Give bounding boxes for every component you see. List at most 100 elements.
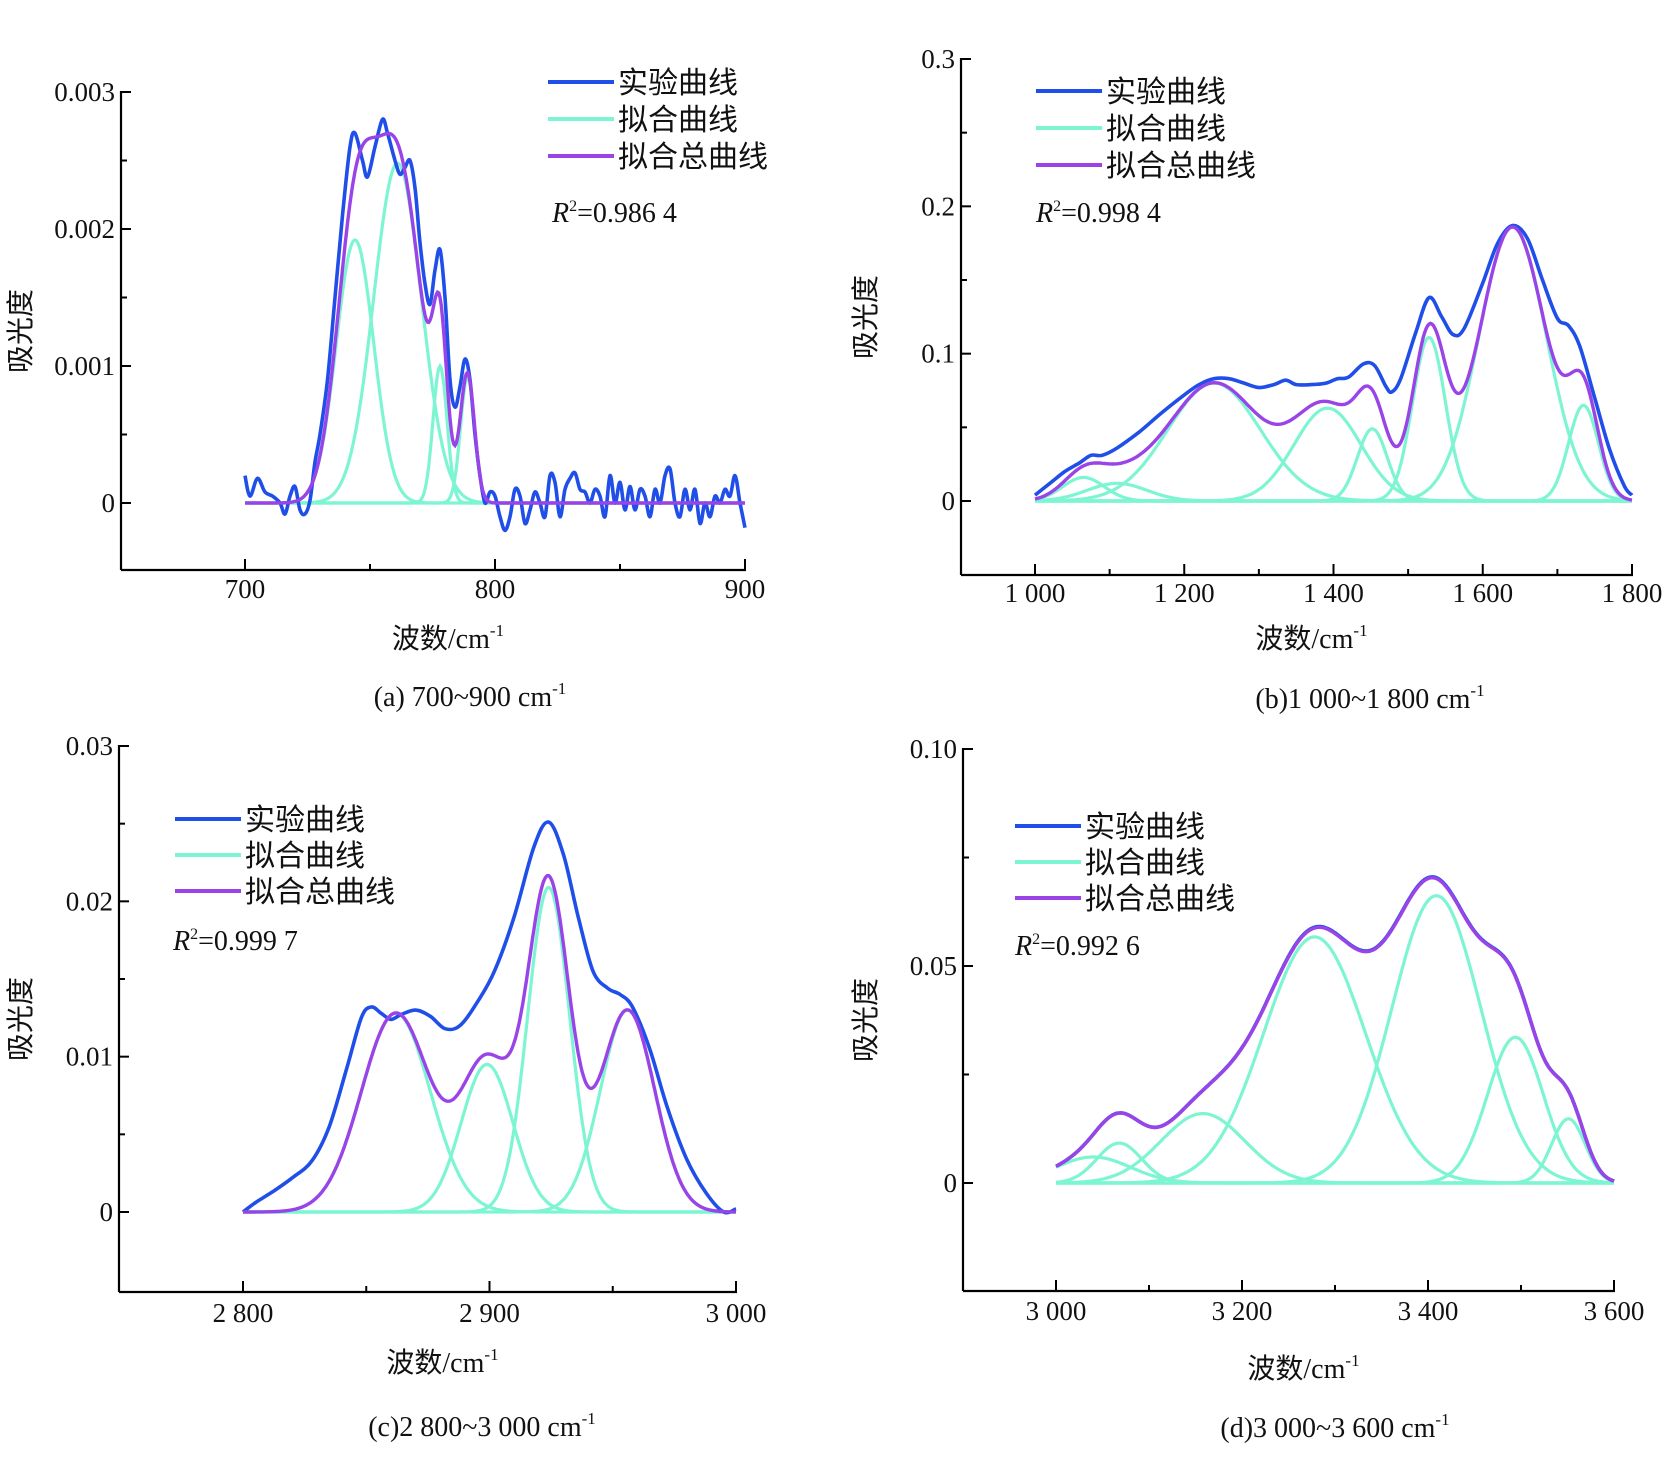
legend-label: 拟合总曲线 [1085,883,1235,916]
x-tick-label: 2 900 [459,1298,520,1328]
y-tick-label: 0 [100,1197,114,1227]
x-tick-label: 1 400 [1303,578,1364,608]
legend-experimental: 实验曲线 [1036,76,1226,109]
x-tick-label: 3 600 [1584,1296,1645,1326]
panel-caption: (a) 700~900 cm-1 [374,679,567,713]
r2-value: =0.992 6 [1040,931,1140,962]
x-tick-label: 800 [475,574,516,604]
fit-curve-3 [1035,406,1632,503]
x-axis-title-text: 波数/cm [386,1347,484,1379]
x-axis-title-sup: -1 [490,621,504,640]
y-tick-label: 0.003 [54,77,115,107]
legend-label: 实验曲线 [618,67,738,100]
total-fit-curve [1034,225,1633,502]
x-tick-label: 1 200 [1154,578,1215,608]
r-squared-annotation: R2=0.992 6 [1014,931,1140,962]
fit-curve-1 [243,1011,736,1214]
y-axis-title: 吸光度 [5,977,37,1061]
panel-caption: (b)1 000~1 800 cm-1 [1255,681,1484,715]
r2-symbol: R [1035,198,1053,229]
panel-caption: (d)3 000~3 600 cm-1 [1220,1410,1449,1444]
legend-label: 实验曲线 [1085,811,1205,844]
r2-exponent: 2 [1032,931,1040,948]
r2-value: =0.999 7 [198,926,298,957]
r2-symbol: R [172,926,190,957]
chart-panel-d: 00.050.103 000 3 200 3 400 3 600波数/cm-1吸光度(… [850,734,1644,1444]
x-axis-title-text: 波数/cm [1247,1353,1345,1385]
r2-value: =0.998 4 [1061,198,1161,229]
fit-curve-7 [1055,1155,1614,1185]
fit-curve-7 [1035,403,1633,503]
legend-label: 拟合总曲线 [618,141,768,174]
legend-label: 拟合总曲线 [245,876,395,909]
fit-curve-4 [243,1008,736,1214]
fit-curve-1 [245,238,745,505]
total-fit-curve [1055,876,1615,1183]
chart-panel-c: 00.010.020.032 800 2 900 3 000波数/cm-1吸光度(c… [5,731,766,1443]
fit-curve-5 [1035,335,1632,503]
fit-curve-4 [1035,427,1632,503]
x-tick-label: 700 [225,574,266,604]
y-tick-label: 0.3 [921,44,955,74]
y-axis-title: 吸光度 [850,978,882,1062]
y-tick-label: 0.10 [910,734,957,764]
x-tick-label: 1 800 [1602,578,1663,608]
x-tick-label: 2 800 [213,1298,274,1328]
fit-curve-6 [1035,225,1633,503]
y-axis-title: 吸光度 [850,275,882,359]
experimental-curve [243,117,747,533]
caption-text: (d)3 000~3 600 cm [1220,1413,1435,1444]
legend-experimental: 实验曲线 [175,804,365,837]
legend-fit: 拟合曲线 [548,104,738,137]
x-tick-label: 900 [725,574,766,604]
fit-curve-8 [1034,481,1632,503]
x-tick-label: 3 200 [1212,1296,1273,1326]
caption-sup: -1 [552,679,566,698]
chart-panel-b: 0 0.1 0.2 0.3 1 000 1 200 1 400 1 600 1 800 波数/cm… [850,44,1662,715]
legend-fit: 拟合曲线 [1015,847,1205,880]
legend-experimental: 实验曲线 [548,67,738,100]
r-squared-annotation: R2=0.998 4 [1035,198,1161,229]
experimental-curve [1055,875,1615,1183]
x-tick-label: 1 000 [1005,578,1066,608]
legend-label: 拟合曲线 [1085,847,1205,880]
x-tick-label: 1 600 [1452,578,1513,608]
x-axis-title-text: 波数/cm [1255,623,1353,655]
y-tick-label: 0.002 [54,214,115,244]
legend-total-fit: 拟合总曲线 [1036,150,1256,183]
legend-label: 拟合曲线 [245,840,365,873]
legend-fit: 拟合曲线 [1036,113,1226,146]
y-tick-label: 0 [942,486,956,516]
caption-sup: -1 [1435,1410,1449,1429]
legend-label: 拟合曲线 [1106,113,1226,146]
caption-text: (a) 700~900 cm [374,682,553,713]
y-tick-label: 0.05 [910,951,957,981]
r2-exponent: 2 [569,198,577,215]
caption-sup: -1 [582,1409,596,1428]
x-axis-title: 波数/cm-1 [392,621,504,655]
x-tick-label: 3 400 [1398,1296,1459,1326]
r-squared-annotation: R2=0.986 4 [551,198,677,229]
panel-caption: (c)2 800~3 000 cm-1 [368,1409,596,1443]
r-squared-annotation: R2=0.999 7 [172,926,298,957]
x-axis-title-sup: -1 [1345,1351,1359,1370]
legend-label: 拟合曲线 [618,104,738,137]
x-axis-title: 波数/cm-1 [1247,1351,1359,1385]
y-tick-label: 0.01 [66,1042,113,1072]
legend-total-fit: 拟合总曲线 [175,876,395,909]
x-axis-title-sup: -1 [1353,621,1367,640]
x-axis-title-sup: -1 [484,1345,498,1364]
legend-fit: 拟合曲线 [175,840,365,873]
y-tick-label: 0.03 [66,731,113,761]
experimental-curve [241,820,737,1215]
y-tick-label: 0.1 [921,339,955,369]
x-axis-title: 波数/cm-1 [1255,621,1367,655]
legend-experimental: 实验曲线 [1015,811,1205,844]
y-tick-label: 0.2 [921,191,955,221]
legend-total-fit: 拟合总曲线 [1015,883,1235,916]
legend-label: 实验曲线 [1106,76,1226,109]
r2-exponent: 2 [190,926,198,943]
legend-label: 拟合总曲线 [1106,150,1256,183]
r2-symbol: R [551,198,569,229]
